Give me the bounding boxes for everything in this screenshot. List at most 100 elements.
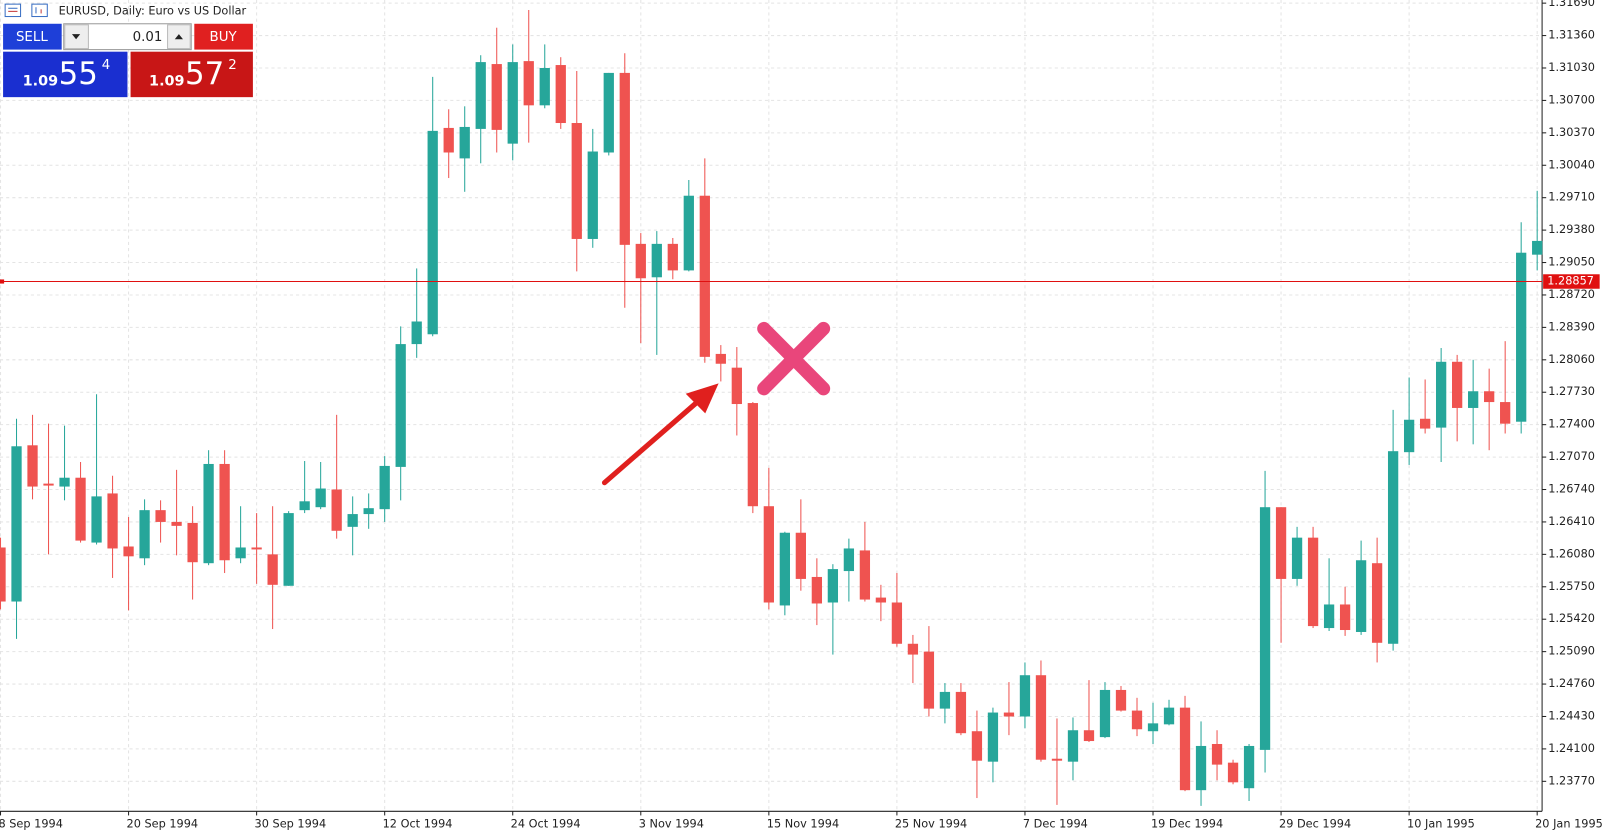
x-tick-label: 15 Nov 1994 bbox=[767, 817, 839, 831]
candle-body bbox=[779, 532, 790, 606]
candle-body bbox=[1067, 730, 1079, 762]
ask-sup: 2 bbox=[228, 58, 237, 73]
candle-body bbox=[379, 465, 390, 510]
x-tick-label: 19 Dec 1994 bbox=[1151, 817, 1223, 831]
candle-body bbox=[539, 67, 550, 106]
candle-body bbox=[267, 554, 278, 585]
bid-big: 55 bbox=[59, 56, 98, 92]
candle-body bbox=[1019, 675, 1031, 717]
candle-body bbox=[1195, 745, 1207, 791]
candle-body bbox=[1275, 507, 1287, 579]
x-tick-label: 25 Nov 1994 bbox=[895, 817, 967, 831]
candle-body bbox=[11, 446, 22, 602]
annotation-cross bbox=[757, 321, 831, 396]
candle-body bbox=[347, 514, 358, 527]
y-tick-label: 1.26740 bbox=[1548, 481, 1595, 495]
candle-body bbox=[603, 72, 614, 153]
candle-body bbox=[843, 548, 855, 572]
ask-big: 57 bbox=[185, 56, 224, 92]
candle-body bbox=[1435, 361, 1447, 428]
candle-body bbox=[1484, 391, 1495, 403]
candle-body bbox=[891, 602, 903, 644]
candle-body bbox=[1259, 507, 1271, 750]
candle-body bbox=[523, 61, 534, 106]
sell-button[interactable] bbox=[3, 23, 62, 50]
ask-prefix: 1.09 bbox=[149, 74, 184, 90]
candle-body bbox=[699, 195, 710, 357]
x-tick-label: 20 Sep 1994 bbox=[127, 817, 199, 831]
candle-body bbox=[363, 508, 374, 515]
y-tick-label: 1.30700 bbox=[1548, 92, 1595, 106]
x-tick-label: 8 Sep 1994 bbox=[0, 817, 63, 831]
candle-body bbox=[635, 243, 646, 279]
sell-label: SELL bbox=[16, 30, 48, 45]
candle-body bbox=[907, 643, 919, 655]
buy-button[interactable] bbox=[194, 23, 253, 50]
candle-body bbox=[571, 123, 582, 239]
candle-body bbox=[59, 477, 70, 487]
candle-body bbox=[715, 353, 726, 364]
bid-box[interactable] bbox=[3, 51, 128, 98]
y-tick-label: 1.30370 bbox=[1548, 125, 1595, 139]
x-tick-label: 30 Sep 1994 bbox=[255, 817, 327, 831]
candle-body bbox=[283, 513, 294, 586]
candle-body bbox=[1403, 419, 1415, 453]
candle-body bbox=[987, 712, 999, 762]
candle-body bbox=[1419, 418, 1431, 429]
price-marker bbox=[0, 279, 5, 284]
y-tick-label: 1.25090 bbox=[1548, 644, 1595, 658]
candle-body bbox=[91, 496, 102, 543]
candle-body bbox=[1387, 451, 1399, 644]
x-tick-label: 3 Nov 1994 bbox=[639, 817, 704, 831]
ask-box[interactable] bbox=[130, 51, 253, 98]
volume-value: 0.01 bbox=[133, 30, 163, 45]
y-tick-label: 1.28390 bbox=[1548, 319, 1595, 333]
candle-body bbox=[763, 506, 774, 603]
candle-body bbox=[1099, 689, 1111, 738]
candle-body bbox=[923, 651, 935, 709]
candle-body bbox=[219, 463, 230, 561]
candle-body bbox=[811, 576, 823, 604]
y-tick-label: 1.29050 bbox=[1548, 255, 1595, 269]
x-tick-label: 24 Oct 1994 bbox=[511, 817, 581, 831]
candle-body bbox=[299, 501, 310, 511]
y-tick-label: 1.27730 bbox=[1548, 384, 1595, 398]
candle-body bbox=[139, 510, 150, 559]
candle-body bbox=[1115, 689, 1127, 711]
candle-body bbox=[827, 569, 839, 603]
candle-body bbox=[395, 344, 406, 467]
y-tick-label: 1.25750 bbox=[1548, 579, 1595, 593]
x-tick-label: 29 Dec 1994 bbox=[1279, 817, 1351, 831]
annotation-arrow bbox=[601, 383, 719, 486]
candle-body bbox=[1532, 240, 1543, 255]
candle-body bbox=[331, 489, 342, 531]
candle-body bbox=[507, 62, 518, 144]
icon bbox=[4, 3, 22, 18]
candle-body bbox=[795, 532, 806, 579]
y-tick-label: 1.24430 bbox=[1548, 708, 1595, 722]
y-tick-label: 1.29380 bbox=[1548, 222, 1595, 236]
candle-body bbox=[1179, 707, 1191, 791]
bid-sup: 4 bbox=[102, 58, 111, 73]
candle-body bbox=[123, 546, 134, 557]
candle-body bbox=[107, 493, 118, 549]
y-tick-label: 1.29710 bbox=[1548, 190, 1595, 204]
candle-body bbox=[555, 65, 566, 124]
candle-body bbox=[1452, 361, 1463, 408]
candle-body bbox=[1371, 563, 1383, 643]
y-tick-label: 1.25420 bbox=[1548, 611, 1595, 625]
bid-prefix: 1.09 bbox=[23, 74, 58, 90]
icon bbox=[31, 3, 48, 18]
x-tick-label: 20 Jan 1995 bbox=[1535, 817, 1603, 831]
y-tick-label: 1.31690 bbox=[1548, 0, 1595, 9]
y-tick-label: 1.28060 bbox=[1548, 352, 1595, 366]
candle-body bbox=[1131, 710, 1143, 730]
candle-body bbox=[491, 64, 502, 130]
y-tick-label: 1.27070 bbox=[1548, 449, 1595, 463]
chart-title: EURUSD, Daily: Euro vs US Dollar bbox=[59, 3, 247, 17]
candle-body bbox=[1163, 707, 1175, 725]
candle-body bbox=[1083, 730, 1095, 742]
